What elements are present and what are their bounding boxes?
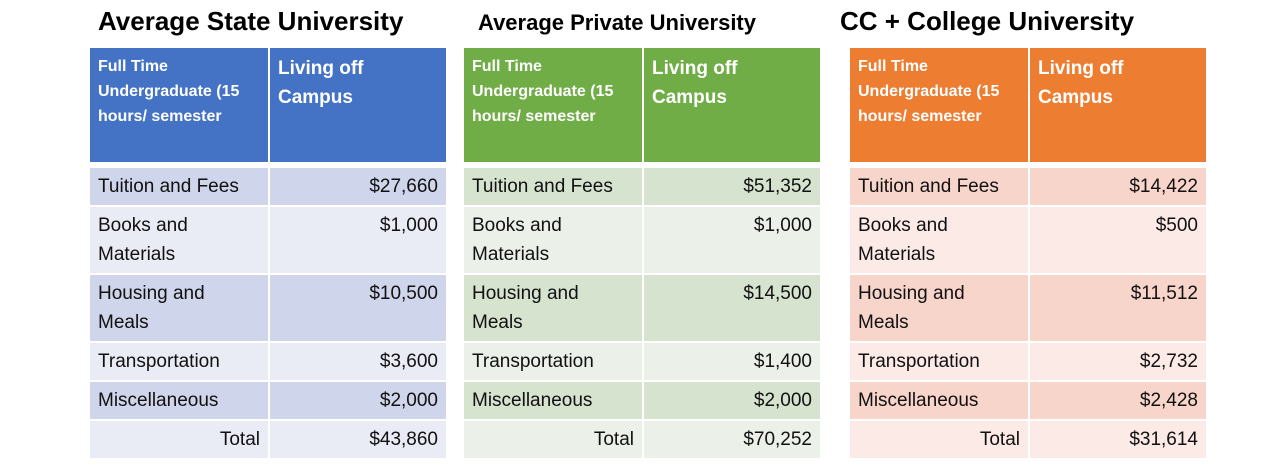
row-value: $51,352 [642,164,822,207]
row-value: $1,000 [268,205,448,275]
table-row: Tuition and Fees $27,660 [88,164,448,207]
header-row: Full Time Undergraduate (15 hours/ semes… [462,46,822,168]
table-row: Books and Materials $500 [848,205,1208,275]
row-label: Tuition and Fees [88,164,270,207]
row-label: Books and Materials [88,205,270,275]
table-row: Books and Materials $1,000 [88,205,448,275]
row-label: Housing and Meals [848,273,1030,343]
header-row: Full Time Undergraduate (15 hours/ semes… [848,46,1208,168]
table-row: Transportation $2,732 [848,341,1208,382]
row-label: Miscellaneous [88,380,270,421]
row-value: $14,422 [1028,164,1208,207]
row-label: Books and Materials [848,205,1030,275]
row-value: $2,000 [642,380,822,421]
table-row: Housing and Meals $10,500 [88,273,448,343]
header-category: Full Time Undergraduate (15 hours/ semes… [462,46,644,168]
row-label: Tuition and Fees [848,164,1030,207]
total-row: Total $31,614 [848,419,1208,460]
row-value: $2,000 [268,380,448,421]
row-label: Total [848,419,1030,460]
header-living: Living off Campus [642,46,822,168]
table-row: Housing and Meals $14,500 [462,273,822,343]
header-living: Living off Campus [268,46,448,168]
row-label: Housing and Meals [88,273,270,343]
row-value: $500 [1028,205,1208,275]
row-label: Tuition and Fees [462,164,644,207]
header-row: Full Time Undergraduate (15 hours/ semes… [88,46,448,168]
row-label: Housing and Meals [462,273,644,343]
table-row: Miscellaneous $2,428 [848,380,1208,421]
header-category: Full Time Undergraduate (15 hours/ semes… [848,46,1030,168]
row-label: Total [88,419,270,460]
table-title: Average Private University [478,10,756,35]
row-label: Transportation [462,341,644,382]
total-row: Total $43,860 [88,419,448,460]
row-label: Books and Materials [462,205,644,275]
table-row: Books and Materials $1,000 [462,205,822,275]
table-row: Tuition and Fees $51,352 [462,164,822,207]
total-row: Total $70,252 [462,419,822,460]
row-label: Transportation [88,341,270,382]
table-title: Average State University [98,6,404,36]
header-living: Living off Campus [1028,46,1208,168]
row-label: Total [462,419,644,460]
row-label: Miscellaneous [462,380,644,421]
row-value: $10,500 [268,273,448,343]
row-value: $70,252 [642,419,822,460]
row-value: $2,428 [1028,380,1208,421]
cost-table: Full Time Undergraduate (15 hours/ semes… [848,46,1208,460]
row-value: $27,660 [268,164,448,207]
row-value: $1,400 [642,341,822,382]
table-row: Transportation $1,400 [462,341,822,382]
cost-table: Full Time Undergraduate (15 hours/ semes… [462,46,822,460]
row-value: $31,614 [1028,419,1208,460]
row-label: Transportation [848,341,1030,382]
row-value: $3,600 [268,341,448,382]
table-row: Miscellaneous $2,000 [88,380,448,421]
row-value: $1,000 [642,205,822,275]
header-category: Full Time Undergraduate (15 hours/ semes… [88,46,270,168]
row-label: Miscellaneous [848,380,1030,421]
table-row: Housing and Meals $11,512 [848,273,1208,343]
table-row: Transportation $3,600 [88,341,448,382]
table-row: Tuition and Fees $14,422 [848,164,1208,207]
cost-table: Full Time Undergraduate (15 hours/ semes… [88,46,448,460]
row-value: $2,732 [1028,341,1208,382]
row-value: $14,500 [642,273,822,343]
row-value: $43,860 [268,419,448,460]
row-value: $11,512 [1028,273,1208,343]
table-title: CC + College University [840,6,1135,36]
table-row: Miscellaneous $2,000 [462,380,822,421]
